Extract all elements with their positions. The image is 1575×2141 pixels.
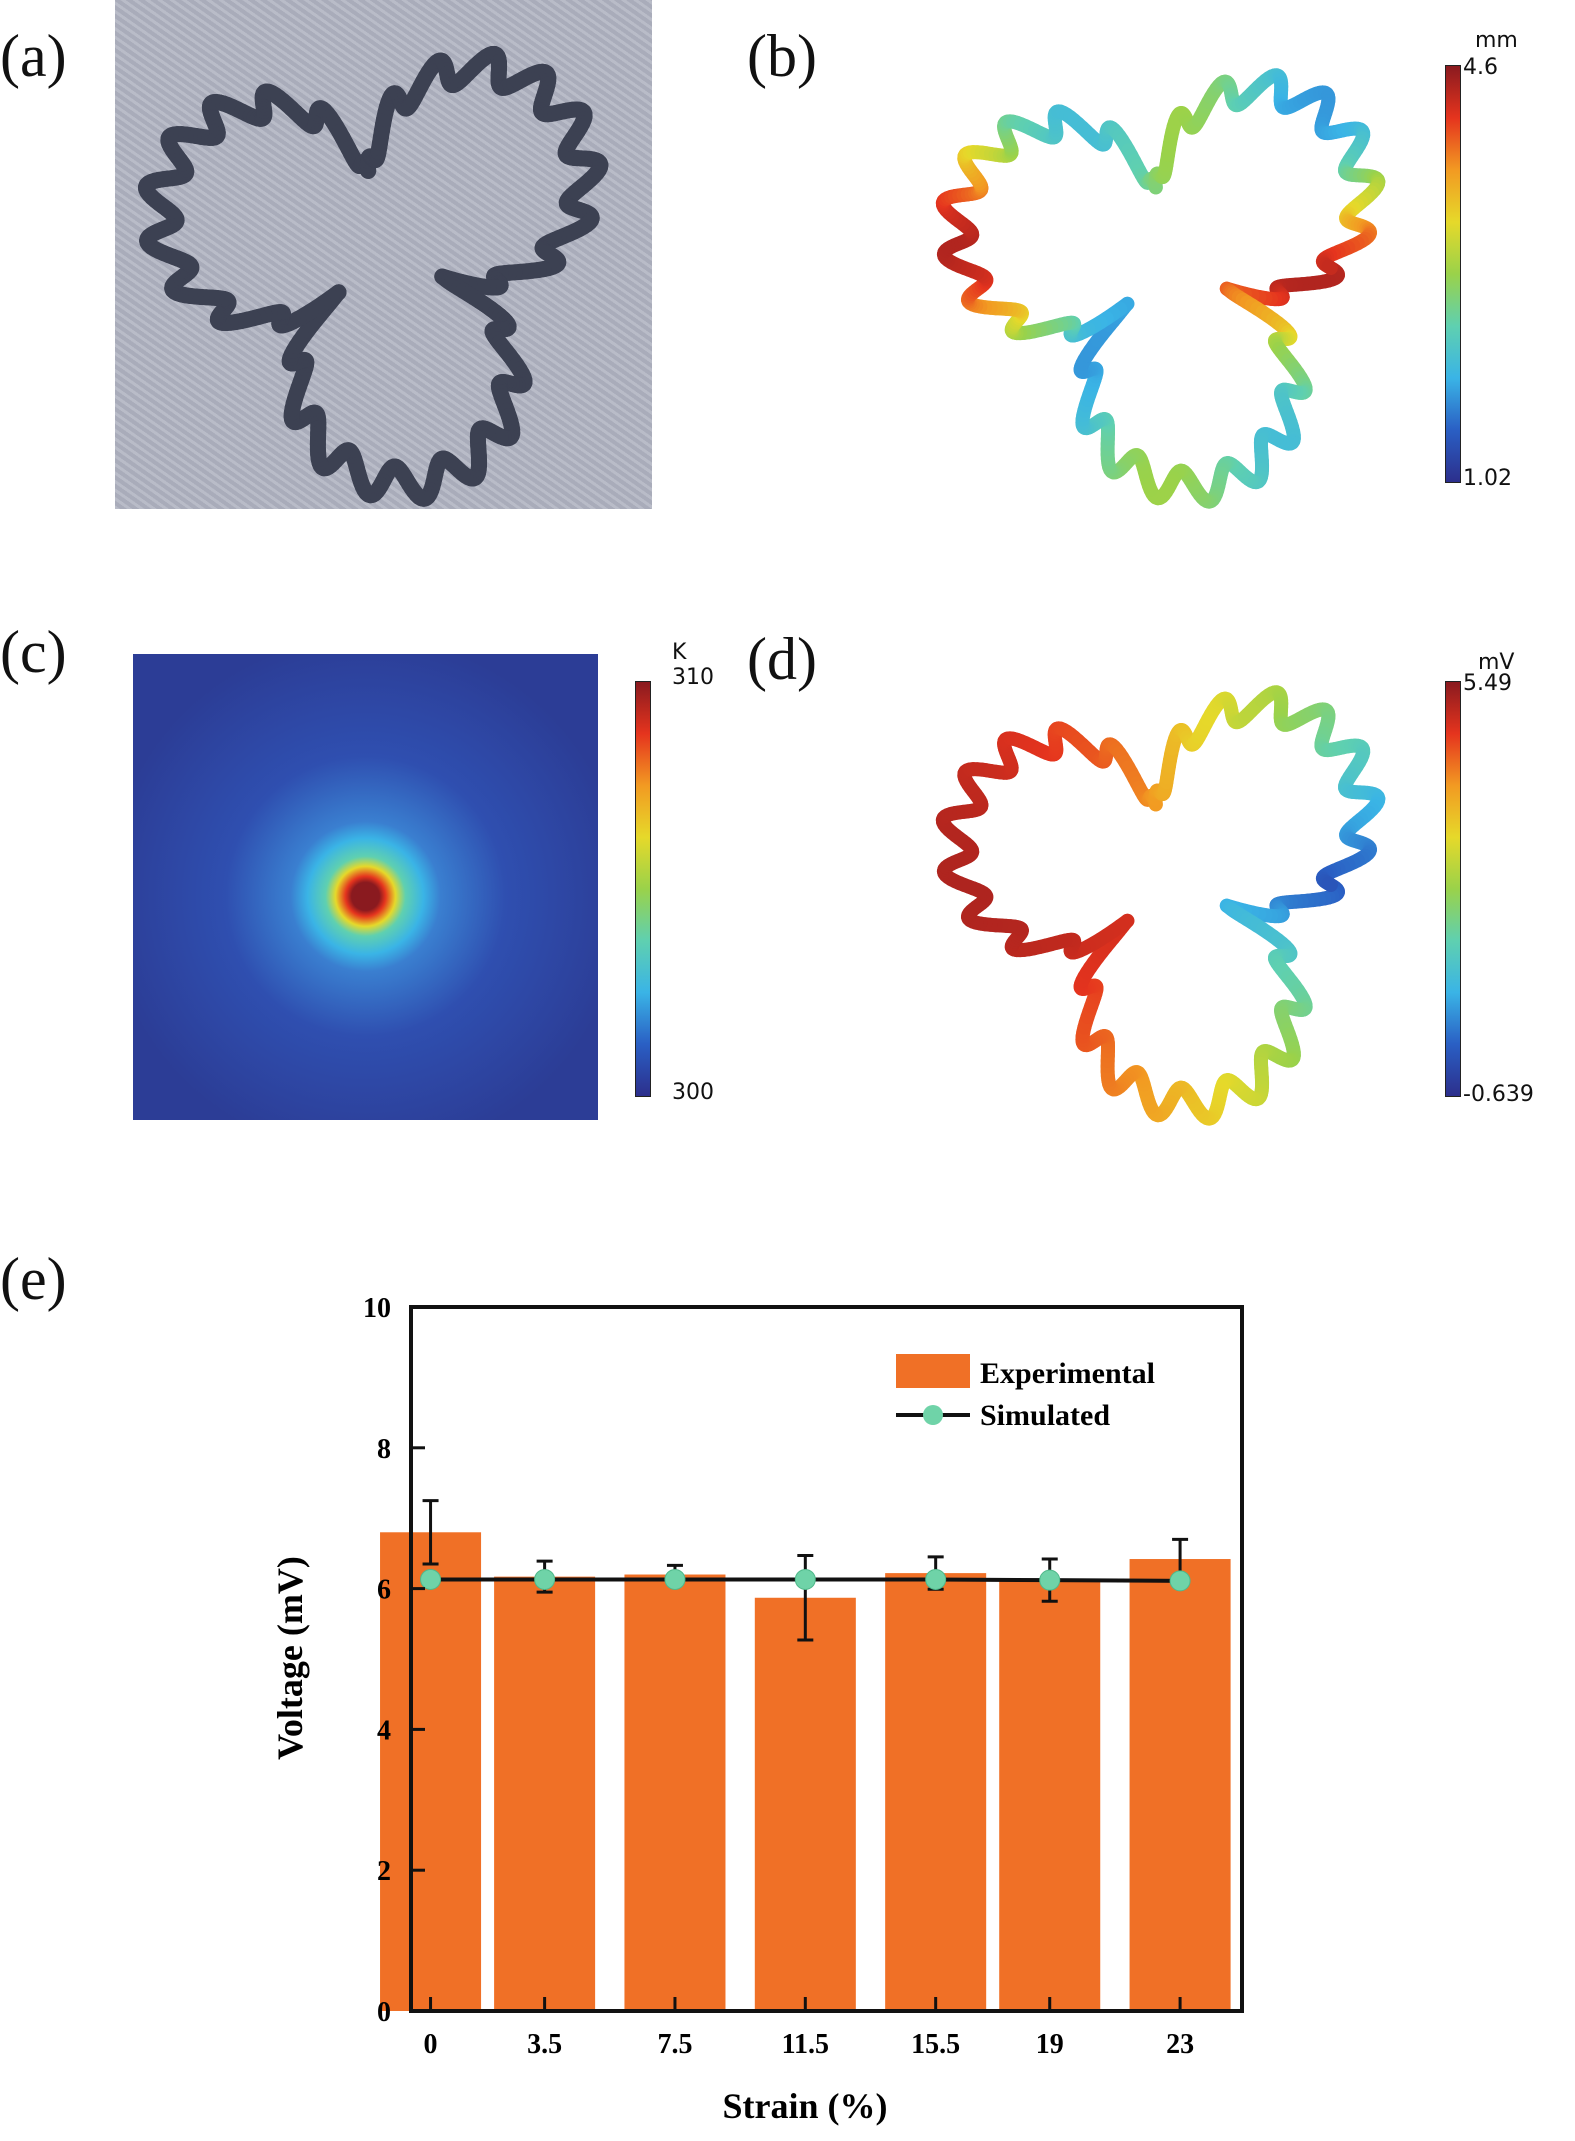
panel-label-e: (e)	[0, 1246, 67, 1312]
voltage-snowflake	[935, 685, 1386, 1126]
x-tick-label: 15.5	[911, 2029, 960, 2060]
displacement-snowflake	[935, 68, 1386, 509]
voltage-trace-segment	[1321, 876, 1338, 892]
colorbar-c	[635, 681, 651, 1097]
x-axis-label: Strain (%)	[723, 2086, 888, 2126]
panel-label-d: (d)	[747, 626, 817, 692]
x-tick-label: 19	[1036, 2029, 1064, 2060]
y-tick-label: 0	[377, 1997, 391, 2028]
y-tick-label: 8	[377, 1434, 391, 1465]
panel-label-a: (a)	[0, 23, 67, 89]
colorbar-d-max: 5.49	[1463, 671, 1512, 696]
temperature-map	[133, 654, 598, 1120]
legend-marker-simulated	[923, 1405, 943, 1425]
simulated-point	[534, 1568, 556, 1590]
panel-label-b: (b)	[747, 23, 817, 89]
colorbar-c-min: 300	[672, 1080, 714, 1105]
bar-experimental	[624, 1574, 726, 2011]
x-tick-label: 0	[424, 2029, 438, 2060]
simulated-point	[1039, 1569, 1061, 1591]
simulated-point	[1169, 1570, 1191, 1592]
simulated-point	[925, 1568, 947, 1590]
colorbar-c-max: 310	[672, 665, 714, 690]
colorbar-b-unit: mm	[1475, 28, 1518, 53]
legend-label-experimental: Experimental	[980, 1357, 1155, 1390]
displacement-trace-segment	[1321, 259, 1338, 275]
colorbar-b-max: 4.6	[1463, 55, 1498, 80]
bar-experimental	[494, 1576, 596, 2011]
colorbar-b	[1445, 65, 1461, 483]
plot-frame	[409, 1305, 1244, 2013]
simulated-point	[664, 1568, 686, 1590]
legend-label-simulated: Simulated	[980, 1399, 1110, 1432]
simulated-point	[420, 1568, 442, 1590]
colorbar-d	[1445, 681, 1461, 1097]
bar-experimental	[885, 1573, 987, 2011]
bar-experimental	[380, 1532, 482, 2011]
x-tick-label: 23	[1166, 2029, 1194, 2060]
y-tick-label: 10	[363, 1293, 391, 1324]
sensor-photo	[115, 0, 652, 509]
simulated-point	[794, 1568, 816, 1590]
x-tick-label: 7.5	[657, 2029, 692, 2060]
x-tick-label: 3.5	[527, 2029, 562, 2060]
colorbar-c-unit: K	[672, 640, 687, 665]
bar-experimental	[1129, 1559, 1231, 2011]
colorbar-d-unit: mV	[1478, 650, 1515, 675]
y-tick-label: 6	[377, 1575, 391, 1606]
legend-swatch-experimental	[896, 1354, 970, 1388]
photo-snowflake	[138, 45, 609, 507]
colorbar-d-min: -0.639	[1463, 1082, 1534, 1107]
y-axis-label: Voltage (mV)	[270, 1556, 310, 1760]
bar-experimental	[999, 1580, 1101, 2011]
colorbar-b-min: 1.02	[1463, 466, 1512, 491]
panel-label-c: (c)	[0, 619, 67, 685]
bar-experimental	[754, 1597, 856, 2011]
photo-trace-segment	[540, 245, 559, 263]
legend: Experimental Simulated	[896, 1354, 1155, 1432]
y-tick-label: 4	[377, 1715, 391, 1746]
y-tick-label: 2	[377, 1856, 391, 1887]
x-tick-label: 11.5	[782, 2029, 829, 2060]
